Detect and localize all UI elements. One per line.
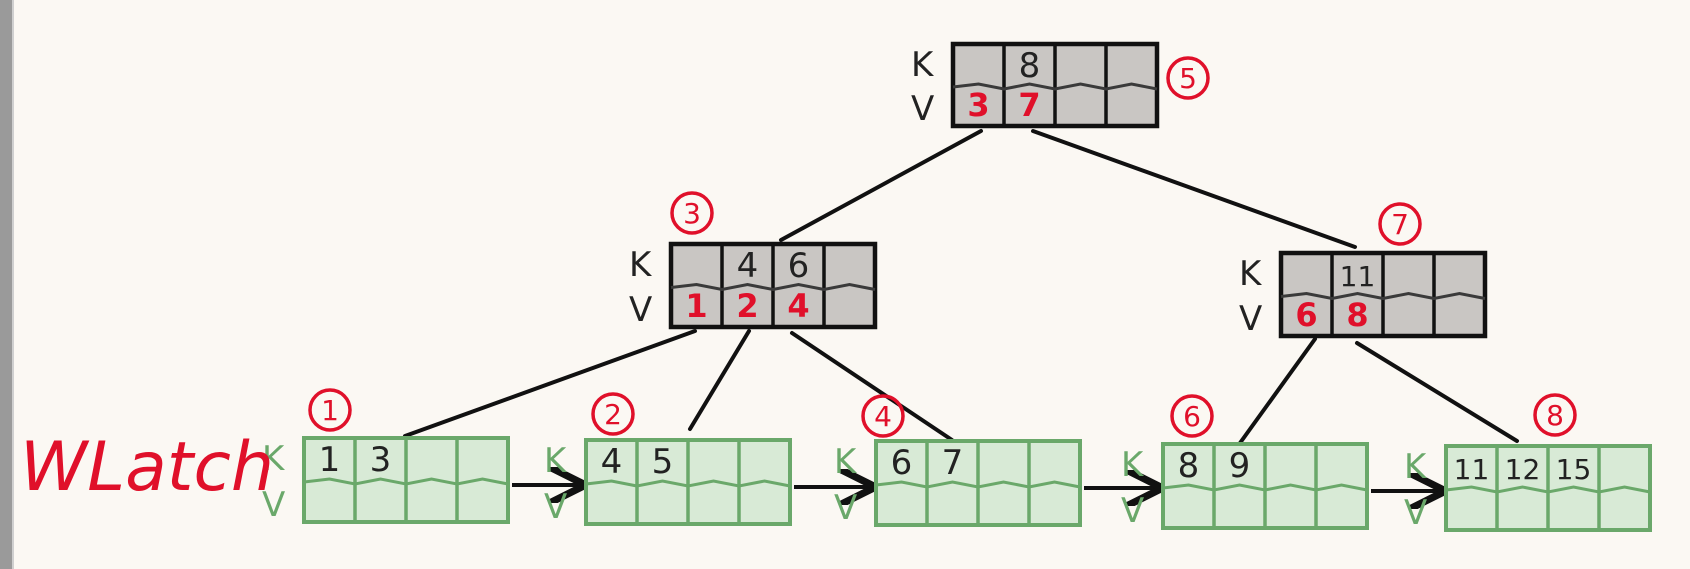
page-id-label: 6 <box>1183 400 1201 433</box>
key-slot-0: 8 <box>1178 446 1200 486</box>
value-row-label: V <box>544 487 567 527</box>
value-slot-1: 7 <box>1018 86 1040 124</box>
value-slot-2: 4 <box>787 287 809 325</box>
key-slot-1: 12 <box>1505 453 1541 486</box>
key-slot-1: 11 <box>1340 260 1376 293</box>
node-root[interactable]: KV 83 7 5 <box>911 44 1208 129</box>
tree-edge-inner-right-to-leaf-6 <box>1240 339 1315 443</box>
page-id-label: 5 <box>1179 62 1197 95</box>
key-row-label: K <box>1239 254 1263 294</box>
value-slot-1: 2 <box>736 287 758 325</box>
tree-edge-inner-left-to-leaf-2 <box>690 331 749 429</box>
node-inner-left[interactable]: KV 4 6 1 2 4 3 <box>629 193 875 330</box>
diagram-title: WLatch <box>20 428 274 507</box>
tree-edge-root-to-inner-left <box>781 131 981 240</box>
key-row-label: K <box>834 442 858 482</box>
key-slot-1: 4 <box>737 246 759 286</box>
value-row-label: V <box>1404 493 1427 533</box>
value-slot-0: 1 <box>685 287 707 325</box>
key-row-label: K <box>544 441 568 481</box>
node-leaf-2[interactable]: KV4 52 <box>544 394 790 527</box>
key-slot-1: 8 <box>1019 46 1041 86</box>
key-slot-1: 5 <box>652 442 674 482</box>
key-slot-0: 6 <box>891 443 913 483</box>
key-slot-2: 6 <box>788 246 810 286</box>
key-row-label: K <box>1404 447 1428 487</box>
tree-edge-inner-left-to-leaf-1 <box>405 331 695 436</box>
tree-edge-inner-right-to-leaf-8 <box>1357 343 1517 441</box>
value-slot-0: 3 <box>967 86 989 124</box>
key-row-label: K <box>629 245 653 285</box>
key-row-label: K <box>911 45 935 85</box>
key-slot-1: 7 <box>942 443 964 483</box>
page-id-label: 7 <box>1391 208 1409 241</box>
node-leaf-4[interactable]: KV6 7 4 <box>834 396 1080 528</box>
value-row-label: V <box>911 89 934 129</box>
key-slot-0: 11 <box>1454 453 1490 486</box>
value-slot-0: 6 <box>1295 296 1317 334</box>
value-row-label: V <box>1121 491 1144 531</box>
value-row-label: V <box>834 488 857 528</box>
value-row-label: V <box>1239 299 1262 339</box>
page-id-label: 3 <box>683 197 701 230</box>
node-leaf-6[interactable]: KV8 96 <box>1121 396 1367 531</box>
tree-edge-root-to-inner-right <box>1033 131 1355 247</box>
page-id-label: 4 <box>874 400 892 433</box>
key-slot-1: 9 <box>1229 446 1251 486</box>
value-slot-1: 8 <box>1346 296 1368 334</box>
node-leaf-8[interactable]: KV 11 12 15 8 <box>1404 395 1650 533</box>
page-id-label: 2 <box>604 398 622 431</box>
page-id-label: 1 <box>321 394 339 427</box>
key-slot-0: 4 <box>601 442 623 482</box>
tree-edge-inner-left-to-leaf-4 <box>792 333 952 440</box>
key-slot-0: 1 <box>319 440 341 480</box>
key-row-label: K <box>1121 445 1145 485</box>
node-inner-right[interactable]: KV 11 6 8 7 <box>1239 204 1485 339</box>
value-row-label: V <box>629 290 652 330</box>
key-slot-2: 15 <box>1556 453 1592 486</box>
page-id-label: 8 <box>1546 399 1564 432</box>
key-slot-1: 3 <box>370 440 392 480</box>
